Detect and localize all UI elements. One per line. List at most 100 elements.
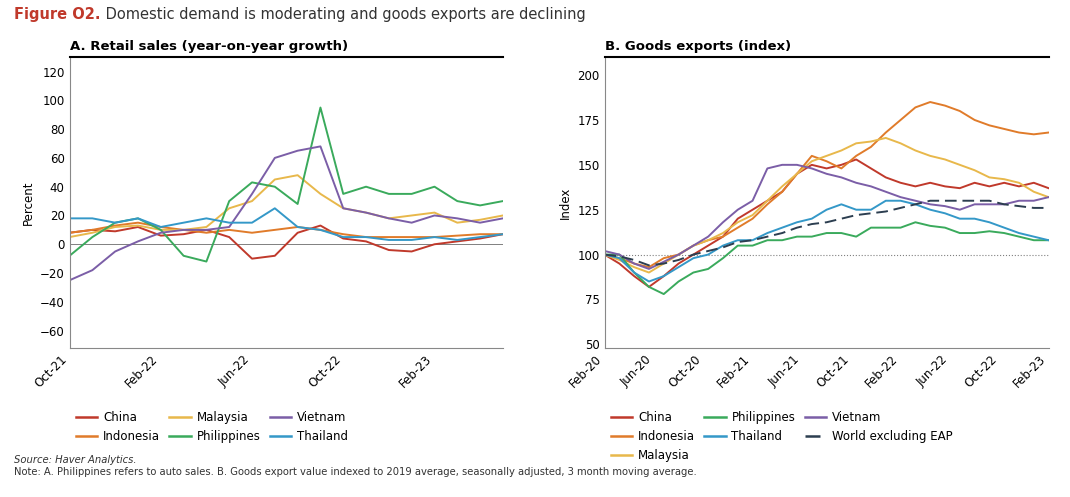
Vietnam [200, 227, 213, 233]
China [360, 239, 372, 245]
Indonesia [86, 227, 98, 233]
Vietnam [382, 215, 395, 221]
Line: Vietnam: Vietnam [70, 147, 503, 280]
Philippines [428, 184, 441, 190]
Y-axis label: Percent: Percent [21, 180, 34, 225]
Thailand [200, 215, 213, 221]
Indonesia [406, 234, 418, 240]
Philippines [291, 201, 304, 207]
China [109, 228, 122, 234]
Text: Source: Haver Analytics.: Source: Haver Analytics. [14, 455, 136, 465]
Line: Indonesia: Indonesia [70, 223, 503, 237]
Thailand [223, 220, 235, 226]
Y-axis label: Index: Index [559, 186, 571, 219]
Thailand [337, 234, 350, 240]
Line: Philippines: Philippines [70, 107, 503, 261]
Philippines [86, 234, 98, 240]
Indonesia [200, 230, 213, 236]
Thailand [406, 237, 418, 243]
Philippines [382, 191, 395, 197]
Malaysia [450, 220, 463, 226]
Malaysia [86, 230, 98, 236]
Indonesia [63, 230, 76, 236]
Indonesia [291, 224, 304, 230]
Vietnam [474, 220, 487, 226]
Thailand [246, 220, 259, 226]
China [428, 241, 441, 247]
Vietnam [406, 220, 418, 226]
Vietnam [109, 248, 122, 254]
Vietnam [63, 277, 76, 283]
Indonesia [337, 231, 350, 237]
Thailand [154, 224, 167, 230]
Indonesia [314, 227, 326, 233]
Line: China: China [70, 226, 503, 258]
Indonesia [360, 234, 372, 240]
Indonesia [246, 230, 259, 236]
China [223, 234, 235, 240]
Indonesia [269, 227, 281, 233]
Thailand [360, 234, 372, 240]
Philippines [406, 191, 418, 197]
Thailand [428, 234, 441, 240]
China [314, 223, 326, 229]
China [63, 230, 76, 236]
China [132, 224, 144, 230]
Malaysia [200, 224, 213, 230]
Thailand [450, 237, 463, 243]
Vietnam [154, 230, 167, 236]
Text: Domestic demand is moderating and goods exports are declining: Domestic demand is moderating and goods … [101, 7, 585, 22]
Philippines [223, 198, 235, 204]
Text: B. Goods exports (index): B. Goods exports (index) [605, 40, 791, 53]
China [382, 247, 395, 253]
Text: A. Retail sales (year-on-year growth): A. Retail sales (year-on-year growth) [70, 40, 348, 53]
Vietnam [314, 144, 326, 150]
Vietnam [450, 215, 463, 221]
Philippines [269, 184, 281, 190]
Vietnam [246, 191, 259, 197]
Malaysia [269, 176, 281, 182]
Malaysia [406, 213, 418, 219]
Philippines [450, 198, 463, 204]
Malaysia [223, 205, 235, 211]
Malaysia [474, 217, 487, 223]
Indonesia [132, 220, 144, 226]
Thailand [269, 205, 281, 211]
Vietnam [86, 267, 98, 273]
Malaysia [496, 213, 509, 219]
Philippines [132, 215, 144, 221]
Indonesia [109, 223, 122, 229]
Indonesia [223, 227, 235, 233]
Line: Malaysia: Malaysia [70, 175, 503, 237]
Philippines [178, 253, 190, 259]
Malaysia [178, 227, 190, 233]
Thailand [474, 234, 487, 240]
Vietnam [178, 227, 190, 233]
Vietnam [132, 239, 144, 245]
Philippines [474, 202, 487, 208]
Philippines [360, 184, 372, 190]
Thailand [382, 237, 395, 243]
Indonesia [450, 233, 463, 239]
China [337, 236, 350, 242]
Philippines [496, 198, 509, 204]
Malaysia [63, 234, 76, 240]
Malaysia [109, 224, 122, 230]
Philippines [337, 191, 350, 197]
Thailand [63, 215, 76, 221]
China [496, 231, 509, 237]
Vietnam [291, 148, 304, 154]
Malaysia [314, 191, 326, 197]
Philippines [154, 227, 167, 233]
China [200, 227, 213, 233]
Malaysia [291, 172, 304, 178]
Philippines [200, 258, 213, 264]
Malaysia [382, 215, 395, 221]
Indonesia [496, 231, 509, 237]
Malaysia [360, 210, 372, 216]
Philippines [246, 179, 259, 185]
Thailand [86, 215, 98, 221]
Text: Figure O2.: Figure O2. [14, 7, 101, 22]
Line: Thailand: Thailand [70, 208, 503, 240]
Philippines [63, 253, 76, 259]
